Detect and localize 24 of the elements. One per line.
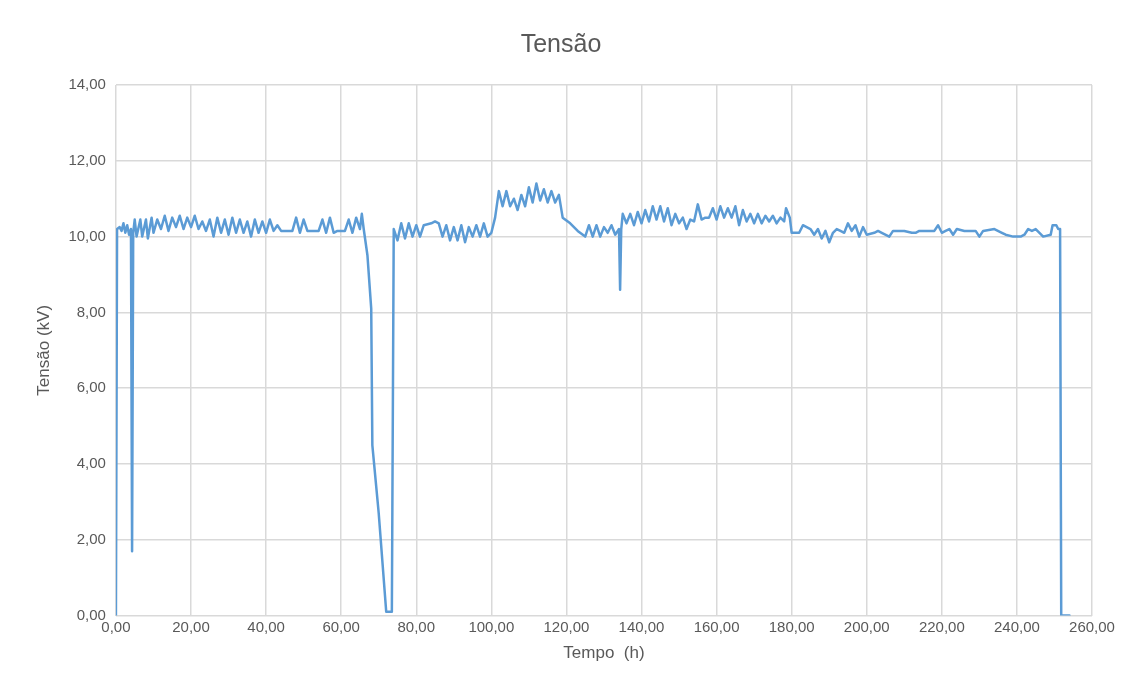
chart-title: Tensão (520, 28, 602, 57)
y-tick-label: 14,00 (68, 75, 106, 93)
y-axis-title: Tensão (kV) (33, 304, 53, 396)
x-tick-label: 200,00 (843, 617, 890, 635)
y-tick-label: 2,00 (76, 529, 106, 547)
y-tick-label: 12,00 (68, 150, 106, 168)
y-tick-label: 0,00 (76, 605, 106, 623)
y-tick-label: 4,00 (76, 454, 106, 472)
x-tick-label: 100,00 (468, 617, 515, 635)
x-tick-label: 180,00 (768, 617, 815, 635)
x-tick-label: 60,00 (322, 617, 360, 635)
y-tick-label: 8,00 (76, 302, 106, 320)
x-tick-label: 120,00 (543, 617, 590, 635)
x-tick-label: 80,00 (397, 617, 436, 635)
x-tick-label: 240,00 (993, 617, 1040, 635)
x-axis-title: Tempo (h) (563, 643, 645, 663)
y-tick-label: 10,00 (68, 226, 106, 244)
x-tick-label: 220,00 (918, 617, 965, 635)
x-tick-label: 140,00 (618, 617, 665, 635)
x-tick-label: 160,00 (693, 617, 740, 635)
x-tick-label: 40,00 (247, 617, 285, 635)
x-tick-label: 260,00 (1069, 617, 1115, 635)
x-tick-label: 20,00 (172, 617, 210, 635)
y-tick-label: 6,00 (76, 378, 106, 396)
